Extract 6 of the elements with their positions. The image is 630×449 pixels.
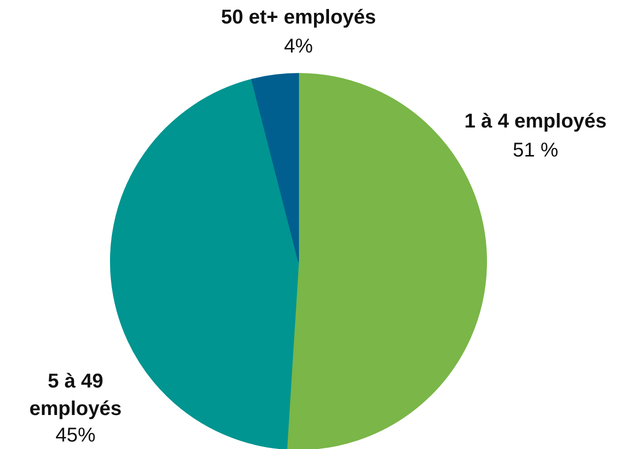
data-label: 4%	[284, 36, 314, 58]
slice-label: 1 à 4 employés	[464, 110, 607, 132]
slice-label: 5 à 49 employés	[29, 370, 122, 420]
data-label: 51 %	[512, 140, 559, 162]
data-label: 45%	[55, 424, 96, 446]
slice-label: 50 et+ employés	[220, 6, 376, 28]
